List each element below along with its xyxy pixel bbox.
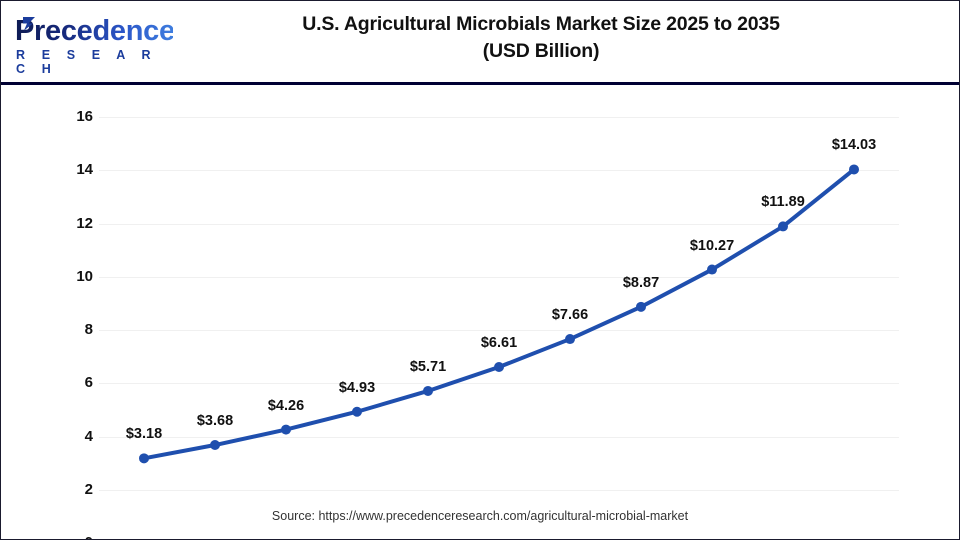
y-axis-tick-label: 10 — [76, 267, 93, 285]
y-axis-tick-label: 14 — [76, 161, 93, 179]
data-point-marker — [849, 164, 859, 175]
y-axis-tick-label: 8 — [84, 321, 93, 338]
plot-region: 0246810121416 20252026202720282029203020… — [76, 108, 899, 539]
data-point-label: $3.18 — [125, 426, 163, 443]
gridline — [99, 330, 899, 331]
data-point-marker — [352, 406, 362, 417]
source-note: Source: https://www.precedenceresearch.c… — [271, 509, 689, 523]
data-point-marker — [423, 385, 433, 396]
page-title-line1: U.S. Agricultural Microbials Market Size… — [302, 13, 780, 35]
chart-area: 0246810121416 20252026202720282029203020… — [1, 85, 959, 539]
header-divider — [1, 82, 959, 85]
precedence-research-logo: Precedence R E S E A R C H — [13, 15, 173, 76]
data-point-marker — [707, 264, 717, 275]
data-point-marker — [210, 440, 220, 451]
data-point-label: $4.26 — [267, 397, 305, 414]
data-point-label: $10.27 — [689, 237, 735, 254]
page-title: U.S. Agricultural Microbials Market Size… — [191, 11, 891, 65]
data-point-marker — [281, 424, 291, 435]
data-point-marker — [494, 362, 504, 373]
data-point-label: $7.66 — [551, 307, 589, 324]
line-series — [139, 164, 859, 464]
y-axis-tick-label: 2 — [84, 480, 93, 498]
gridline — [99, 383, 899, 385]
logo-subtitle: R E S E A R C H — [16, 48, 158, 76]
leaf-icon — [23, 17, 35, 31]
page-title-line2: (USD Billion) — [482, 40, 600, 62]
gridline — [99, 436, 899, 438]
gridline — [99, 170, 899, 172]
data-point-label: $4.93 — [338, 379, 376, 396]
data-point-label: $14.03 — [831, 137, 877, 154]
logo-wordmark: Precedence — [13, 15, 173, 47]
gridline — [99, 489, 899, 491]
data-point-marker — [778, 221, 788, 232]
logo-wordmark-text: Precedence — [15, 15, 175, 47]
y-axis-tick-label: 0 — [23, 534, 93, 539]
data-point-label: $8.87 — [622, 274, 660, 291]
header: Precedence R E S E A R C H U.S. Agricult… — [1, 1, 959, 85]
data-point-label: $11.89 — [761, 194, 805, 211]
data-point-label: $6.61 — [480, 335, 518, 351]
data-point-label: $3.68 — [196, 413, 234, 430]
y-axis-tick-label: 6 — [84, 374, 93, 392]
data-point-marker — [139, 453, 149, 464]
y-axis-tick-label: 12 — [76, 214, 93, 232]
data-point-marker — [565, 334, 575, 345]
gridline — [99, 117, 899, 118]
gridline — [99, 276, 899, 278]
gridline — [99, 223, 899, 225]
y-axis-tick-label: 16 — [76, 108, 93, 125]
y-axis-tick-label: 4 — [84, 427, 93, 445]
series-markers — [139, 164, 859, 464]
data-point-label: $5.71 — [409, 358, 447, 375]
data-point-marker — [636, 301, 646, 312]
